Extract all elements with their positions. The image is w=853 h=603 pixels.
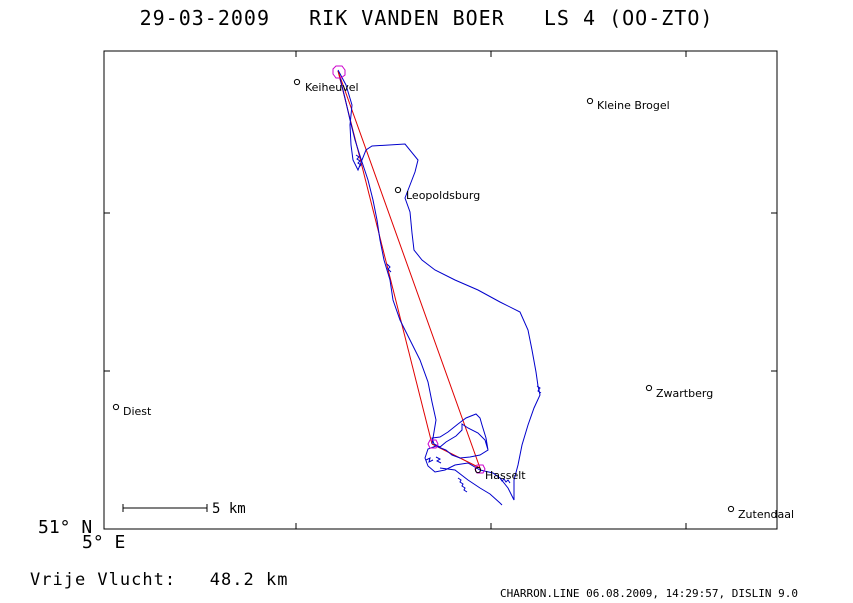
town-hasselt-label: Hasselt <box>485 469 526 482</box>
town-kleine-brogel-label: Kleine Brogel <box>597 99 670 112</box>
pilot-name: RIK VANDEN BOER <box>309 6 505 30</box>
scale-label: 5 km <box>212 501 246 517</box>
town-diest-marker <box>112 403 120 411</box>
start-turnpoint <box>332 65 346 79</box>
town-zutendaal-label: Zutendaal <box>738 508 794 521</box>
thermal-circles <box>355 154 542 493</box>
flight-type-label: Vrije Vlucht: <box>30 570 177 590</box>
flight-date: 29-03-2009 <box>139 6 270 30</box>
footer-info: CHARRON.LINE 06.08.2009, 14:29:57, DISLI… <box>500 587 799 600</box>
town-diest-label: Diest <box>123 405 152 418</box>
town-zwartberg-label: Zwartberg <box>656 387 713 400</box>
flight-track <box>337 69 541 506</box>
town-markers <box>112 78 735 513</box>
map-title: 29-03-2009 RIK VANDEN BOER LS 4 (OO-ZTO) <box>0 6 853 30</box>
turnpoint-markers <box>332 65 486 474</box>
task-lines <box>337 70 481 469</box>
town-leopoldsburg-label: Leopoldsburg <box>406 189 480 202</box>
scale-bar <box>122 504 208 512</box>
longitude-label: 5° E <box>82 532 126 553</box>
flight-distance: 48.2 km <box>209 570 289 590</box>
latitude-label: 51° N <box>38 517 93 538</box>
flight-distance-line: Vrije Vlucht: 48.2 km <box>30 570 288 590</box>
town-leopoldsburg-marker <box>394 186 402 194</box>
finish-turnpoint <box>474 464 486 474</box>
town-zwartberg-marker <box>645 384 653 392</box>
town-keiheuvel-label: Keiheuvel <box>305 81 359 94</box>
town-zutendaal-marker <box>727 505 735 513</box>
glider-id: LS 4 (OO-ZTO) <box>543 6 714 30</box>
map-frame <box>103 50 778 530</box>
turnpoint-2 <box>427 439 439 449</box>
town-hasselt-marker <box>474 466 482 474</box>
town-keiheuvel-marker <box>293 78 301 86</box>
town-kleine-brogel-marker <box>586 97 594 105</box>
axis-ticks <box>104 51 777 529</box>
